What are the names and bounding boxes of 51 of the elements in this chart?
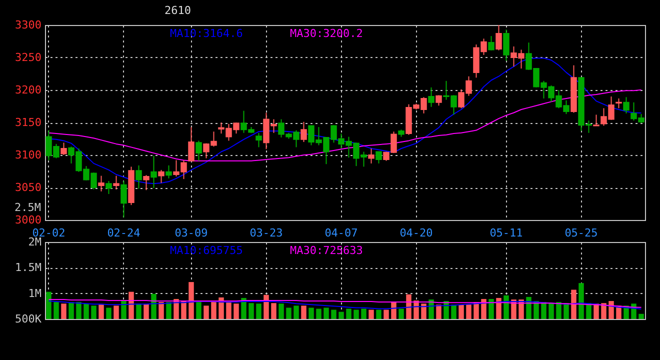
x-tick-label: 05-25 [564, 226, 598, 240]
candlestick [143, 174, 150, 191]
candlestick [196, 140, 202, 162]
x-tick-label: 05-11 [490, 226, 523, 240]
text: MA30:3200.2 [290, 27, 363, 40]
candlestick [158, 169, 164, 184]
candlestick [503, 29, 510, 62]
candlestick [166, 164, 172, 179]
candlestick [300, 121, 307, 142]
y-tick-label: 3200 [15, 84, 42, 96]
candlestick [150, 155, 157, 189]
candlestick [60, 142, 67, 156]
candlestick [496, 24, 502, 51]
x-tick-label: 04-20 [400, 226, 433, 240]
candlestick [616, 98, 622, 109]
candlestick [120, 180, 127, 218]
y-tick-label: 500K [15, 312, 42, 326]
y-tick-label: 3150 [15, 116, 42, 129]
candlestick [376, 151, 382, 164]
line-series [48, 298, 642, 308]
candlestick [428, 86, 434, 108]
candlestick [188, 126, 194, 162]
line-series [48, 89, 642, 162]
x-tick-label: 02-24 [107, 226, 141, 240]
x-tick-label: 03-09 [174, 226, 208, 240]
text: MA10:3164.6 [170, 27, 243, 40]
line-series [48, 300, 642, 310]
candlestick [256, 132, 262, 148]
y-tick-label: 1M [28, 286, 42, 300]
candlestick [106, 180, 112, 194]
text: MA30:725633 [290, 244, 363, 257]
candlestick [368, 148, 374, 164]
text: 2.5M [14, 201, 42, 214]
y-tick-label: 1.5M [15, 261, 42, 274]
y-tick-label: 3000 [15, 214, 42, 226]
candlestick [488, 36, 494, 51]
y-tick-label: 3250 [15, 51, 42, 64]
candlestick [436, 94, 442, 106]
chart-title: 2610 [164, 4, 192, 17]
text: MA10:695755 [170, 244, 243, 257]
candlestick [593, 114, 600, 126]
y-tick-label: 3100 [15, 148, 42, 162]
y-tick-label: 2M [28, 236, 42, 248]
y-tick-label: 3300 [15, 18, 42, 32]
y-tick-label: 3050 [15, 181, 42, 194]
candlestick [113, 175, 120, 190]
candlestick [623, 96, 630, 114]
candlestick [98, 175, 104, 192]
x-tick-label: 03-23 [250, 226, 283, 240]
x-tick-label: 04-07 [324, 226, 358, 240]
candlestick [136, 164, 142, 190]
